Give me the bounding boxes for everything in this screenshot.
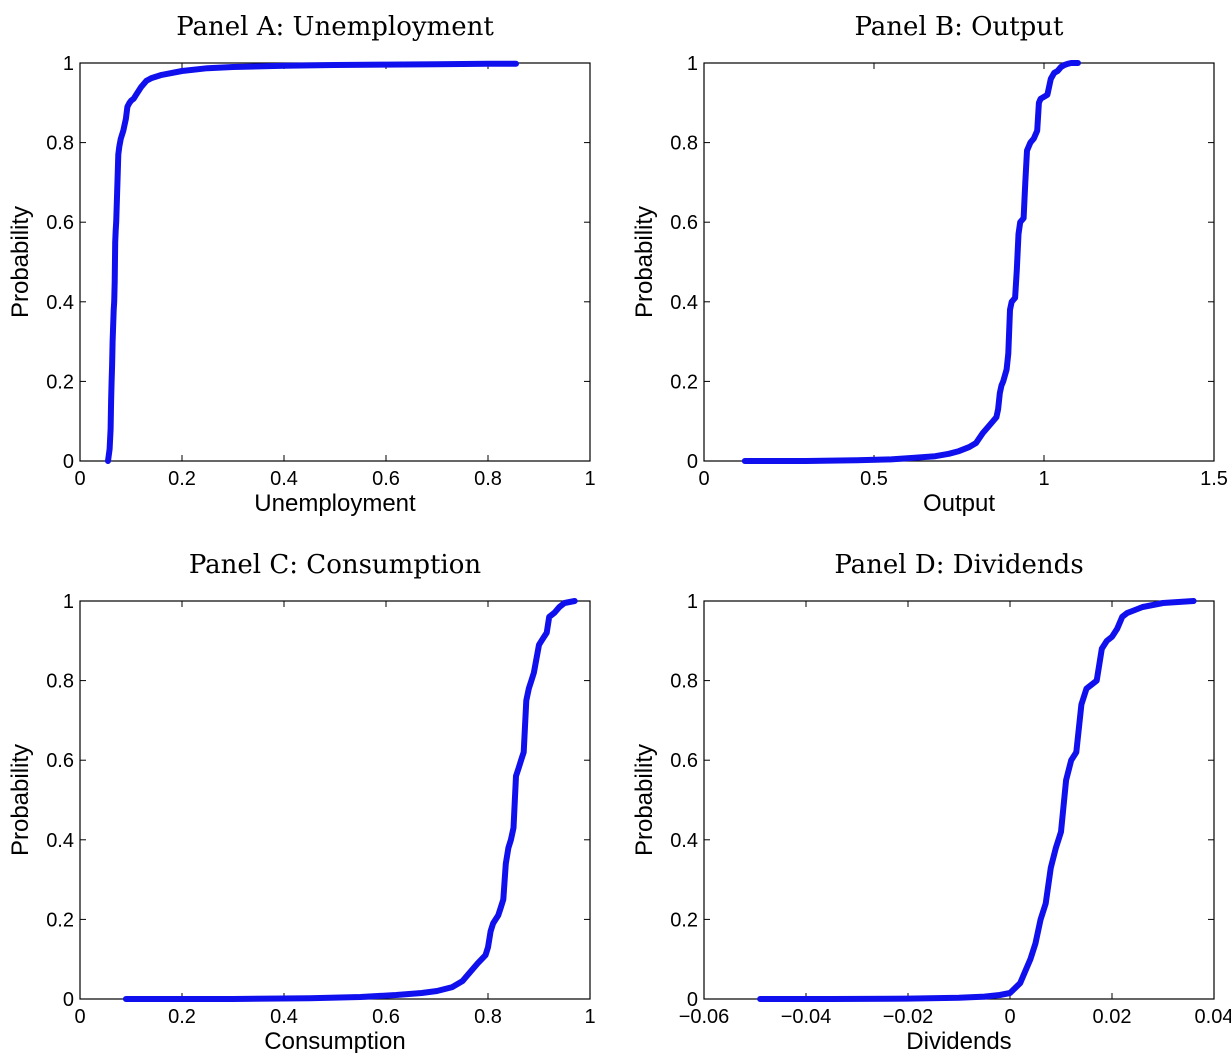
y-tick-label: 0.4 bbox=[46, 292, 74, 314]
x-tick-label: −0.02 bbox=[883, 1006, 934, 1028]
y-tick-label: 0.8 bbox=[46, 671, 74, 693]
y-tick-label: 0.8 bbox=[670, 133, 698, 155]
y-tick-label: 0.4 bbox=[670, 830, 698, 852]
x-axis-label: Output bbox=[923, 490, 995, 517]
x-axis-label: Unemployment bbox=[254, 490, 416, 517]
y-tick-label: 0 bbox=[687, 989, 698, 1011]
y-tick-label: 0 bbox=[687, 451, 698, 473]
y-tick-label: 0.8 bbox=[670, 671, 698, 693]
x-tick-label: 0.8 bbox=[474, 1006, 502, 1028]
panel-title: Panel C: Consumption bbox=[189, 550, 482, 580]
x-axis-label: Consumption bbox=[264, 1028, 405, 1053]
cdf-line-series-1 bbox=[105, 60, 519, 464]
panel-title: Panel A: Unemployment bbox=[176, 12, 494, 42]
x-tick-label: 0.6 bbox=[372, 468, 400, 490]
y-tick-label: 0.4 bbox=[670, 292, 698, 314]
y-tick-label: 0.2 bbox=[46, 909, 74, 931]
chart-panel-2: Panel B: Output 0 0.5 1 1.5 0 0.2 0.4 0.6 0.8 1 Out… bbox=[631, 12, 1228, 517]
y-tick-label: 1 bbox=[687, 591, 698, 613]
y-tick-label: 0.8 bbox=[46, 133, 74, 155]
y-tick-label: 0 bbox=[63, 451, 74, 473]
y-tick-label: 1 bbox=[63, 53, 74, 75]
x-axis-label: Dividends bbox=[906, 1028, 1011, 1053]
x-tick-label: 0.02 bbox=[1093, 1006, 1132, 1028]
panel-title: Panel B: Output bbox=[854, 12, 1064, 42]
x-tick-label: 0 bbox=[74, 468, 85, 490]
plot-frame bbox=[79, 62, 591, 462]
y-tick-label: 1 bbox=[63, 591, 74, 613]
y-tick-label: 0.6 bbox=[46, 750, 74, 772]
y-tick-label: 0.2 bbox=[46, 371, 74, 393]
x-tick-label: −0.04 bbox=[781, 1006, 832, 1028]
x-tick-label: 1.5 bbox=[1200, 468, 1228, 490]
y-axis-label: Probability bbox=[7, 744, 34, 856]
x-tick-label: 0.5 bbox=[860, 468, 888, 490]
cdf-line-series-1 bbox=[122, 598, 578, 1002]
y-tick-label: 0.6 bbox=[46, 212, 74, 234]
y-tick-label: 0.2 bbox=[670, 371, 698, 393]
x-tick-label: 0.4 bbox=[270, 1006, 298, 1028]
x-tick-label: 0.2 bbox=[168, 468, 196, 490]
x-tick-label: 1 bbox=[584, 468, 595, 490]
x-tick-label: 0.04 bbox=[1195, 1006, 1231, 1028]
plot-frame bbox=[703, 62, 1215, 462]
y-axis-label: Probability bbox=[7, 206, 34, 318]
x-tick-label: 0.4 bbox=[270, 468, 298, 490]
chart-panel-3: Panel C: Consumption 0 0.2 0.4 0.6 0.8 1 0 0.2 0.… bbox=[7, 550, 596, 1053]
y-tick-label: 1 bbox=[687, 53, 698, 75]
y-tick-label: 0.4 bbox=[46, 830, 74, 852]
x-tick-label: 0.6 bbox=[372, 1006, 400, 1028]
x-tick-label: 1 bbox=[584, 1006, 595, 1028]
x-tick-label: 0 bbox=[698, 468, 709, 490]
chart-panel-4: Panel D: Dividends −0.06 −0.04 −0.02 0 0.02 0.… bbox=[631, 550, 1231, 1053]
x-tick-label: 0 bbox=[1004, 1006, 1015, 1028]
plot-frame bbox=[703, 600, 1215, 1000]
y-axis-label: Probability bbox=[631, 744, 658, 856]
cdf-line-series-1 bbox=[741, 60, 1081, 464]
x-tick-label: 0.8 bbox=[474, 468, 502, 490]
cdf-line-series-1 bbox=[757, 598, 1197, 1002]
x-tick-label: −0.06 bbox=[679, 1006, 730, 1028]
y-axis-label: Probability bbox=[631, 206, 658, 318]
x-tick-label: 0.2 bbox=[168, 1006, 196, 1028]
y-tick-label: 0.6 bbox=[670, 212, 698, 234]
y-tick-label: 0.2 bbox=[670, 909, 698, 931]
panel-title: Panel D: Dividends bbox=[834, 550, 1083, 580]
x-tick-label: 0 bbox=[74, 1006, 85, 1028]
y-tick-label: 0 bbox=[63, 989, 74, 1011]
chart-panel-1: Panel A: Unemployment 0 0.2 0.4 0.6 0.8 1 0 0.2 0… bbox=[7, 12, 596, 517]
y-tick-label: 0.6 bbox=[670, 750, 698, 772]
x-tick-label: 1 bbox=[1038, 468, 1049, 490]
